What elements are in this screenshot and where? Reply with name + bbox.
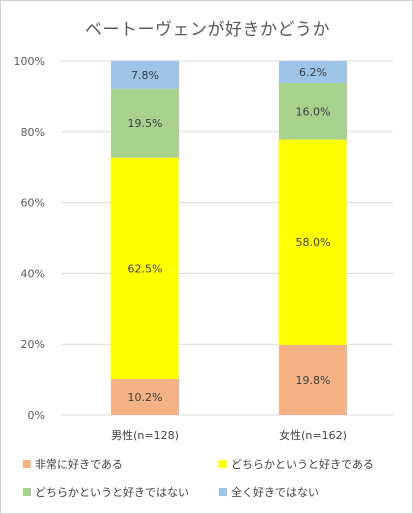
- legend-item: どちらかというと好きではない: [23, 484, 189, 500]
- bar-segment: [279, 61, 347, 83]
- y-tick-label: 0%: [28, 409, 45, 422]
- data-label: 6.2%: [299, 66, 327, 79]
- data-label: 10.2%: [128, 391, 163, 404]
- data-label: 19.8%: [296, 374, 331, 387]
- legend-label: 全く好きではない: [231, 486, 319, 499]
- legend-label: どちらかというと好きではない: [35, 486, 189, 499]
- y-tick-label: 60%: [21, 197, 45, 210]
- legend-label: 非常に好きである: [35, 458, 123, 471]
- legend-label: どちらかというと好きである: [231, 458, 374, 471]
- data-label: 19.5%: [128, 117, 163, 130]
- chart-title: ベートーヴェンが好きかどうか: [85, 20, 330, 40]
- legend-swatch: [23, 488, 31, 496]
- data-label: 16.0%: [296, 105, 331, 118]
- x-tick-label: 女性(n=162): [279, 428, 347, 442]
- data-label: 62.5%: [128, 262, 163, 275]
- bar-segment: [111, 61, 179, 89]
- bar-segment: [279, 139, 347, 345]
- y-tick-label: 40%: [21, 267, 45, 280]
- data-label: 58.0%: [296, 236, 331, 249]
- legend-item: 全く好きではない: [219, 484, 319, 500]
- legend-swatch: [219, 460, 227, 468]
- y-tick-label: 20%: [21, 338, 45, 351]
- legend-swatch: [23, 460, 31, 468]
- bar-segment: [279, 82, 347, 140]
- bar-segment: [111, 378, 179, 415]
- bar-segment: [111, 157, 179, 379]
- y-tick-label: 80%: [21, 126, 45, 139]
- bar-segment: [111, 88, 179, 158]
- x-tick-label: 男性(n=128): [111, 428, 179, 442]
- legend-item: 非常に好きである: [23, 456, 123, 472]
- data-label: 7.8%: [131, 69, 159, 82]
- legend-item: どちらかというと好きである: [219, 456, 374, 472]
- y-tick-label: 100%: [14, 55, 45, 68]
- legend-swatch: [219, 488, 227, 496]
- bar-segment: [279, 344, 347, 415]
